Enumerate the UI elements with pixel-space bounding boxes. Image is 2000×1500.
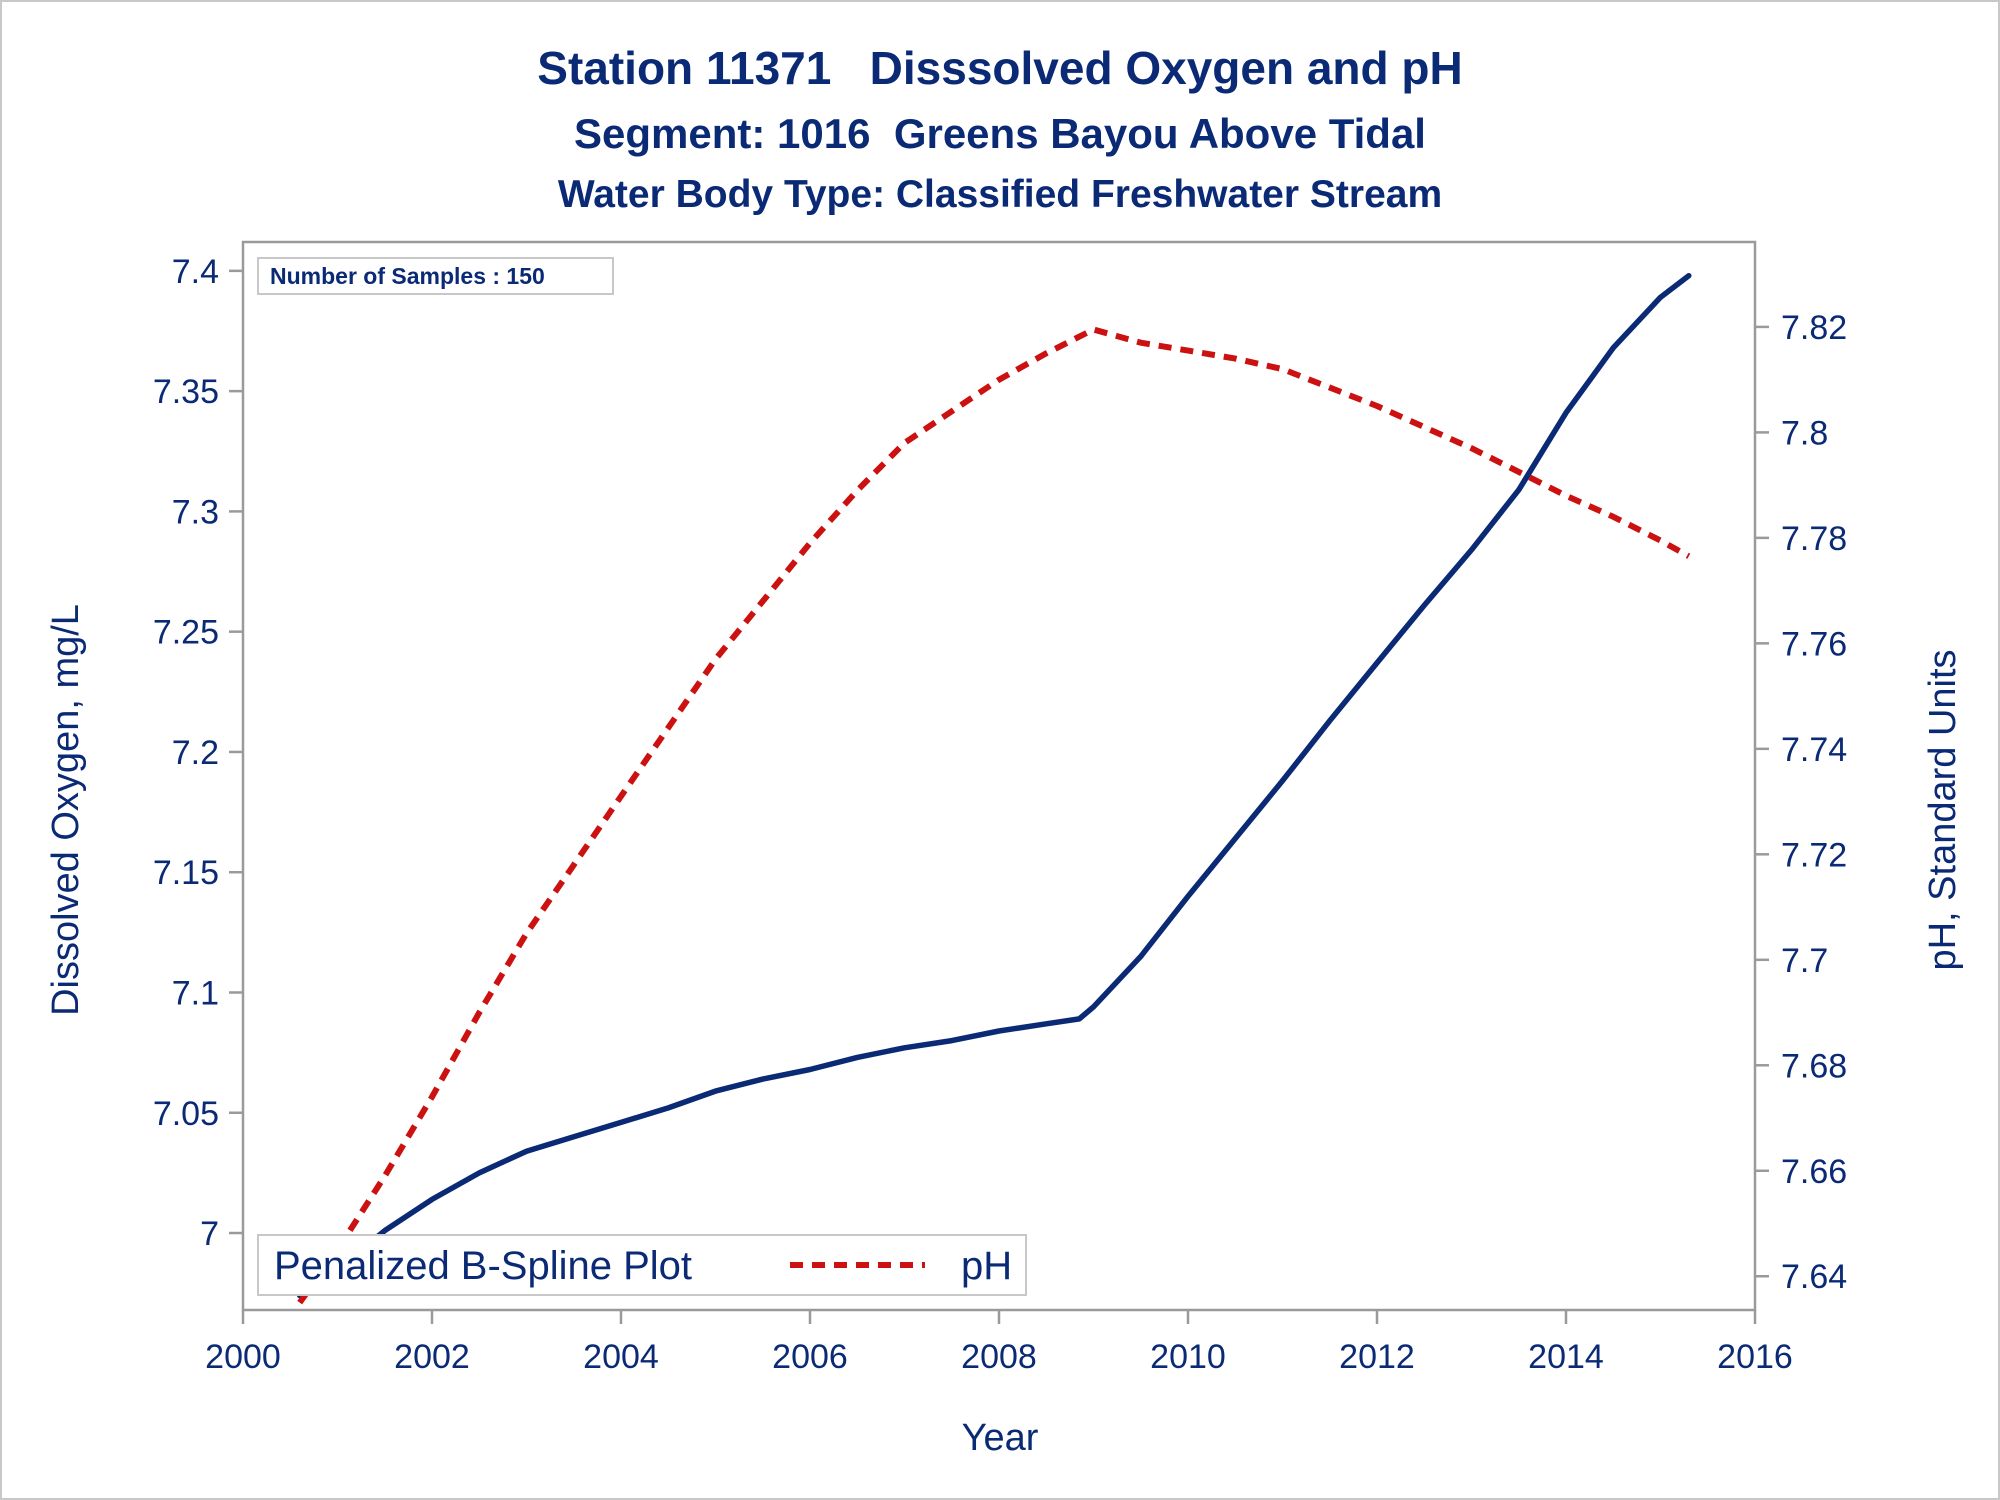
x-tick-label-1: 2002 bbox=[394, 1338, 470, 1376]
legend-label-ph: pH bbox=[961, 1244, 1012, 1288]
y2-tick-label-1: 7.66 bbox=[1781, 1153, 1847, 1191]
y2-tick-label-3: 7.7 bbox=[1781, 942, 1828, 980]
legend: Penalized B-Spline Plot pH bbox=[257, 1234, 1027, 1296]
y-axis-label: Dissolved Oxygen, mg/L bbox=[45, 604, 87, 1016]
y2-tick-label-8: 7.8 bbox=[1781, 414, 1828, 452]
chart-title: Station 11371 Disssolved Oxygen and pH bbox=[537, 42, 1462, 94]
y-tick-label-4: 7.2 bbox=[172, 734, 219, 772]
axes: 2000 2002 2004 2006 2008 2010 2012 2014 2016 7 7.0… bbox=[153, 253, 1847, 1376]
chart-subtitle-2: Water Body Type: Classified Freshwater S… bbox=[558, 173, 1442, 216]
legend-box bbox=[257, 1234, 1027, 1296]
x-tick-label-4: 2008 bbox=[961, 1338, 1037, 1376]
x-tick-label-3: 2006 bbox=[772, 1338, 848, 1376]
sample-count-box: Number of Samples : 150 bbox=[257, 257, 614, 295]
legend-label-spline: Penalized B-Spline Plot bbox=[274, 1244, 692, 1288]
y2-tick-label-7: 7.78 bbox=[1781, 520, 1847, 558]
y2-tick-label-4: 7.72 bbox=[1781, 836, 1847, 874]
series-layer bbox=[296, 272, 1692, 1305]
y2-axis-label: pH, Standard Units bbox=[1922, 649, 1964, 970]
x-tick-label-5: 2010 bbox=[1150, 1338, 1226, 1376]
x-axis-label: Year bbox=[962, 1417, 1039, 1459]
y2-tick-label-5: 7.74 bbox=[1781, 731, 1847, 769]
plot-frame bbox=[241, 240, 1757, 1312]
x-tick-label-0: 2000 bbox=[205, 1338, 281, 1376]
x-tick-label-6: 2012 bbox=[1339, 1338, 1415, 1376]
y-tick-label-0: 7 bbox=[200, 1215, 219, 1253]
y-tick-label-8: 7.4 bbox=[172, 253, 219, 291]
y-tick-label-6: 7.3 bbox=[172, 493, 219, 531]
x-tick-label-2: 2004 bbox=[583, 1338, 659, 1376]
sample-count-text: Number of Samples : 150 bbox=[270, 263, 545, 289]
ph-series-line bbox=[297, 326, 1691, 1305]
y2-tick-label-0: 7.64 bbox=[1781, 1258, 1847, 1296]
y-tick-label-3: 7.15 bbox=[153, 854, 219, 892]
chart-subtitle: Segment: 1016 Greens Bayou Above Tidal bbox=[574, 110, 1426, 157]
dissolved-oxygen-series-line bbox=[296, 272, 1692, 1299]
y2-tick-label-6: 7.76 bbox=[1781, 625, 1847, 663]
y-tick-label-1: 7.05 bbox=[153, 1095, 219, 1133]
plot-area bbox=[241, 240, 1757, 1312]
y-tick-label-7: 7.35 bbox=[153, 373, 219, 411]
x-tick-label-8: 2016 bbox=[1717, 1338, 1793, 1376]
y-tick-label-2: 7.1 bbox=[172, 974, 219, 1012]
y2-tick-label-9: 7.82 bbox=[1781, 309, 1847, 347]
y-tick-label-5: 7.25 bbox=[153, 614, 219, 652]
y2-tick-label-2: 7.68 bbox=[1781, 1047, 1847, 1085]
x-tick-label-7: 2014 bbox=[1528, 1338, 1604, 1376]
